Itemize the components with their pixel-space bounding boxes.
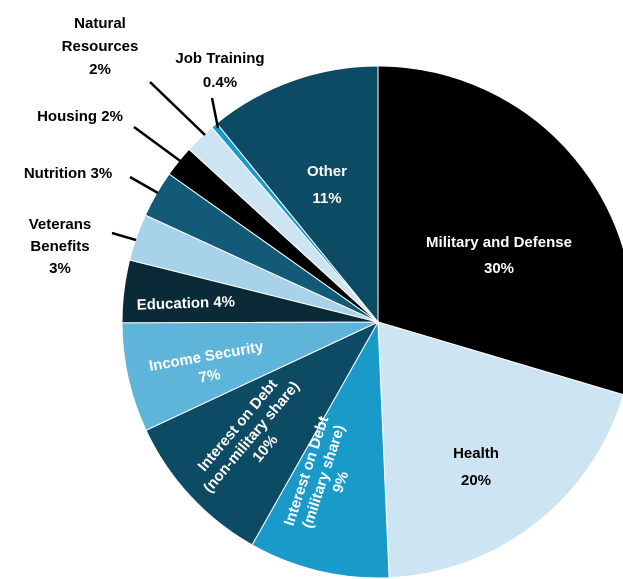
pie-slice-interest-on-debt-military-share (251, 320, 390, 579)
label-interest-military-pct: 9% (329, 469, 352, 495)
label-housing: Housing 2% (37, 108, 123, 125)
pie-slice-health (377, 321, 623, 579)
label-job-training: Job Training (175, 50, 264, 67)
label-other: Other (307, 163, 347, 180)
label-natural-resources-sub: Resources (62, 38, 139, 55)
pie-slice-other (216, 65, 379, 324)
leader-veterans (111, 231, 137, 242)
pie-slices (121, 65, 623, 579)
leader-nutrition (129, 175, 159, 195)
label-income-security-pct: 7% (198, 366, 222, 387)
label-veterans-sub: Benefits (30, 238, 89, 255)
leader-lines (111, 81, 220, 242)
pie-slice-interest-on-debt-non-military-share (145, 320, 380, 546)
label-veterans-pct: 3% (49, 260, 71, 277)
label-education: Education 4% (136, 293, 235, 313)
label-military: Military and Defense (426, 234, 572, 251)
pie-slice-military-and-defense (377, 65, 623, 396)
label-health: Health (453, 445, 499, 462)
label-veterans: Veterans (29, 216, 92, 233)
label-natural-resources-pct: 2% (89, 61, 111, 78)
label-natural-resources: Natural (74, 15, 126, 32)
outside-labels: Veterans Benefits 3% Nutrition 3% Housin… (24, 15, 265, 277)
pie-slice-income-security (121, 321, 379, 431)
label-health-pct: 20% (461, 472, 491, 489)
label-military-pct: 30% (484, 260, 514, 277)
label-other-pct: 11% (312, 190, 341, 207)
leader-job-training (210, 97, 220, 129)
leader-housing (133, 125, 184, 165)
leader-natural-resources (149, 81, 206, 136)
label-nutrition: Nutrition 3% (24, 165, 112, 182)
label-job-training-pct: 0.4% (203, 74, 237, 91)
